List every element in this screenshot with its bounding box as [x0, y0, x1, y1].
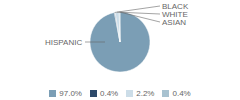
html-text:0.4%: 0.4%: [100, 89, 119, 98]
svg-text:HISPANIC: HISPANIC: [45, 38, 82, 47]
html-text:0.4%: 0.4%: [172, 89, 191, 98]
svg-text:ASIAN: ASIAN: [162, 18, 186, 27]
html-text:97.0%: 97.0%: [59, 89, 82, 98]
html-text:2.2%: 2.2%: [136, 89, 155, 98]
svg-text:WHITE: WHITE: [162, 9, 188, 19]
svg-text:BLACK: BLACK: [162, 1, 189, 11]
